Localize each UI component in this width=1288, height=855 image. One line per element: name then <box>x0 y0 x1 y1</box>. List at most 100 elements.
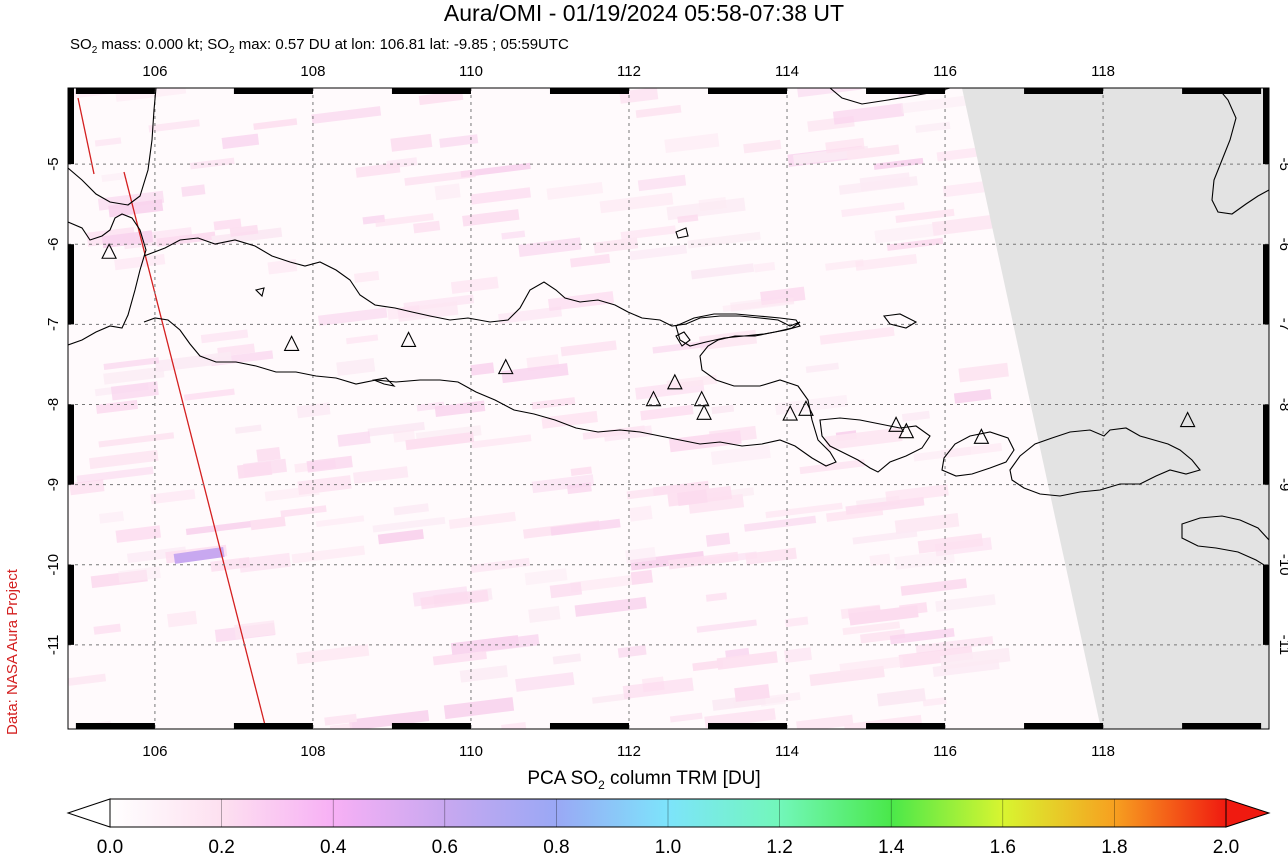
so2-pixel <box>235 424 262 434</box>
map-frame-ticks <box>68 88 1269 729</box>
so2-pixel <box>103 366 165 385</box>
subtitle-max-subscript: 2 <box>228 45 235 56</box>
so2-pixel <box>873 157 924 170</box>
frame-tick-lat <box>68 564 74 645</box>
so2-pixel <box>69 479 105 496</box>
so2-pixel <box>617 644 647 658</box>
colorbar-title-prefix: PCA SO <box>527 768 599 789</box>
so2-pixel <box>637 174 687 192</box>
so2-pixel <box>548 291 615 312</box>
lat-label-left: -9 <box>45 478 62 491</box>
so2-pixel <box>885 484 949 504</box>
so2-pixel <box>541 410 598 429</box>
so2-pixel <box>560 340 617 357</box>
so2-pixel <box>826 506 884 522</box>
volcano-triangle-icon <box>973 428 990 444</box>
so2-pixel <box>393 503 429 516</box>
so2-pixel <box>876 688 926 707</box>
colorbar-title-suffix: column TRM [DU] <box>604 768 761 789</box>
so2-pixel <box>847 605 882 620</box>
so2-pixel <box>855 253 918 271</box>
so2-pixel <box>677 214 699 224</box>
frame-tick-lon <box>708 723 788 729</box>
lat-label-right: -7 <box>1276 318 1288 331</box>
so2-pixel <box>291 545 366 564</box>
so2-pixel <box>528 605 561 623</box>
lon-label-top: 116 <box>933 63 957 80</box>
volcano-triangle-icon <box>666 373 683 390</box>
so2-pixel <box>250 516 286 531</box>
so2-pixel <box>524 568 568 586</box>
lon-label-top: 112 <box>617 63 641 80</box>
coastline-bali <box>819 417 931 473</box>
so2-pixel <box>630 569 653 585</box>
so2-pixel <box>118 566 161 583</box>
so2-pixel <box>460 162 531 178</box>
so2-pixel <box>745 547 797 565</box>
map-subtitle: SO2 mass: 0.000 kt; SO2 max: 0.57 DU at … <box>70 36 569 60</box>
volcano-triangle-icon <box>898 422 915 439</box>
so2-pixel <box>629 244 688 261</box>
lat-label-left: -10 <box>45 554 62 576</box>
colorbar-low-arrow <box>66 798 111 828</box>
lat-label-left: -11 <box>45 635 62 656</box>
colorbar-tick-label: 1.2 <box>766 837 792 855</box>
so2-pixel <box>915 121 951 134</box>
colorbar-tick-label: 0.8 <box>543 837 569 855</box>
volcano-triangle-icon <box>693 390 710 407</box>
so2-pixel <box>253 118 298 131</box>
lat-label-right: -8 <box>1276 398 1288 411</box>
so2-pixel <box>692 659 724 672</box>
so2-pixel <box>306 455 353 473</box>
colorbar-tick-label: 0.4 <box>320 837 347 855</box>
lat-label-right: -11 <box>1276 635 1288 656</box>
coastline-java <box>143 237 837 467</box>
so2-pixel <box>734 684 770 702</box>
so2-pixel <box>710 444 771 466</box>
so2-pixel <box>229 224 259 237</box>
lon-label-bottom: 110 <box>459 743 483 760</box>
so2-pixel <box>666 197 746 221</box>
so2-pixel <box>443 697 515 720</box>
so2-pixel <box>869 553 891 567</box>
so2-pixel <box>108 199 164 218</box>
coastline-island-small-3 <box>254 287 265 298</box>
so2-pixel <box>874 222 941 244</box>
so2-pixel <box>450 635 520 656</box>
frame-tick-lon <box>233 723 313 729</box>
so2-pixel <box>115 525 162 543</box>
axis-labels: 106 106 108 108 110 110 112 112 114 114 116 116 118 1… <box>45 63 1288 760</box>
so2-pixel <box>183 388 235 401</box>
so2-pixel <box>94 137 122 147</box>
frame-tick-lon <box>233 88 313 94</box>
so2-pixel <box>825 259 864 271</box>
colorbar-ticks: 0.0 0.2 0.4 0.6 0.8 1.0 1.2 1.4 1.6 1.8 2.0 <box>97 799 1239 855</box>
frame-tick-lon <box>75 723 155 729</box>
subtitle-mass-subscript: 2 <box>91 45 98 56</box>
so2-pixel <box>367 421 425 437</box>
so2-pixel <box>932 658 1000 678</box>
so2-pixel <box>471 434 532 449</box>
so2-pixel <box>824 427 903 451</box>
coastline-island-small-2 <box>882 313 918 329</box>
so2-pixel <box>234 620 276 639</box>
so2-pixel <box>459 665 508 683</box>
so2-pixel <box>699 329 758 351</box>
colorbar-tick-label: 2.0 <box>1213 837 1239 855</box>
so2-pixel <box>640 404 694 421</box>
volcano-triangle-icon <box>782 404 799 421</box>
so2-pixel <box>315 515 365 528</box>
so2-pixel <box>922 697 947 707</box>
so2-pixel <box>796 714 854 729</box>
so2-pixel <box>432 650 487 666</box>
volcano-triangle-icon <box>400 331 417 347</box>
so2-pixel <box>550 518 621 536</box>
lon-label-top: 106 <box>142 63 167 80</box>
so2-pixel <box>354 270 380 283</box>
so2-pixel <box>324 713 358 726</box>
frame-tick-lon <box>1024 88 1104 94</box>
lat-label-right: -9 <box>1276 478 1288 491</box>
so2-pixel <box>404 169 476 186</box>
lon-label-bottom: 106 <box>142 743 167 760</box>
